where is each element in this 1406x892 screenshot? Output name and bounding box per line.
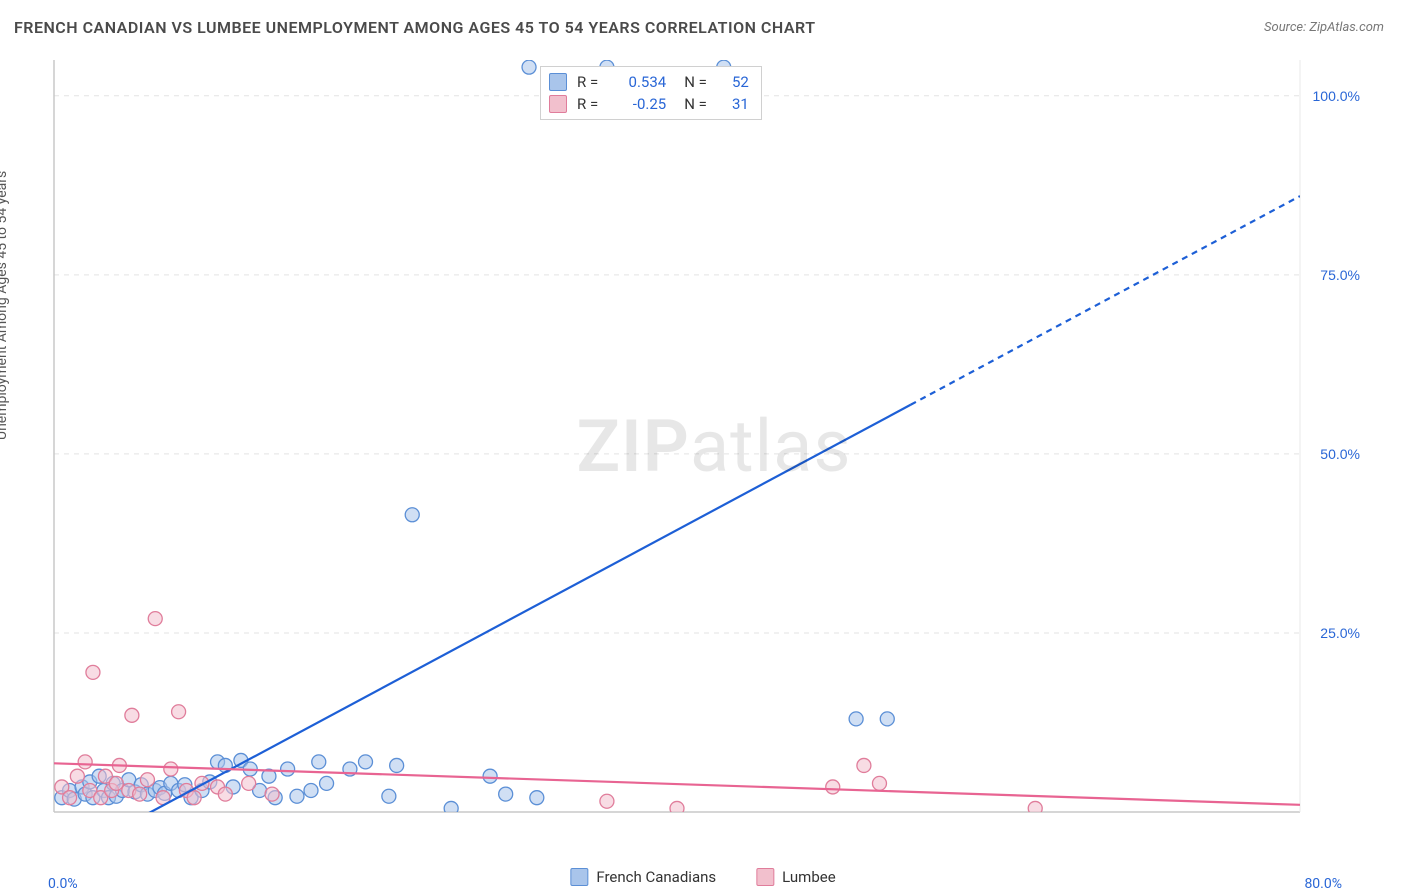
- chart-source: Source: ZipAtlas.com: [1264, 20, 1384, 35]
- n-value: 52: [715, 73, 749, 91]
- n-value: 31: [715, 95, 749, 113]
- r-value: -0.25: [606, 95, 666, 113]
- r-label: R =: [577, 95, 598, 113]
- x-axis-max-label: 80.0%: [1304, 876, 1342, 892]
- correlation-legend: R = 0.534 N = 52 R = -0.25 N = 31: [540, 66, 762, 120]
- legend-item-lumbee: Lumbee: [756, 868, 836, 886]
- legend-row-french-canadians: R = 0.534 N = 52: [549, 71, 749, 93]
- n-label: N =: [684, 73, 707, 91]
- svg-text:25.0%: 25.0%: [1320, 625, 1360, 641]
- series-legend: French Canadians Lumbee: [570, 868, 835, 886]
- swatch-icon: [756, 868, 774, 886]
- scatter-plot-svg: 25.0% 50.0% 75.0% 100.0%: [48, 60, 1380, 850]
- chart-title: FRENCH CANADIAN VS LUMBEE UNEMPLOYMENT A…: [14, 18, 816, 37]
- legend-label: French Canadians: [596, 868, 716, 886]
- r-value: 0.534: [606, 73, 666, 91]
- swatch-icon: [570, 868, 588, 886]
- legend-row-lumbee: R = -0.25 N = 31: [549, 93, 749, 115]
- swatch-icon: [549, 73, 567, 91]
- legend-label: Lumbee: [782, 868, 836, 886]
- svg-text:75.0%: 75.0%: [1320, 267, 1360, 283]
- svg-text:50.0%: 50.0%: [1320, 446, 1360, 462]
- swatch-icon: [549, 95, 567, 113]
- chart-area: 25.0%50.0%75.0%100.0% ZIPatlas: [48, 60, 1380, 850]
- y-axis-label: Unemployment Among Ages 45 to 54 years: [0, 171, 10, 440]
- svg-text:100.0%: 100.0%: [1313, 88, 1360, 104]
- legend-item-french-canadians: French Canadians: [570, 868, 716, 886]
- r-label: R =: [577, 73, 598, 91]
- n-label: N =: [684, 95, 707, 113]
- x-axis-min-label: 0.0%: [48, 876, 78, 892]
